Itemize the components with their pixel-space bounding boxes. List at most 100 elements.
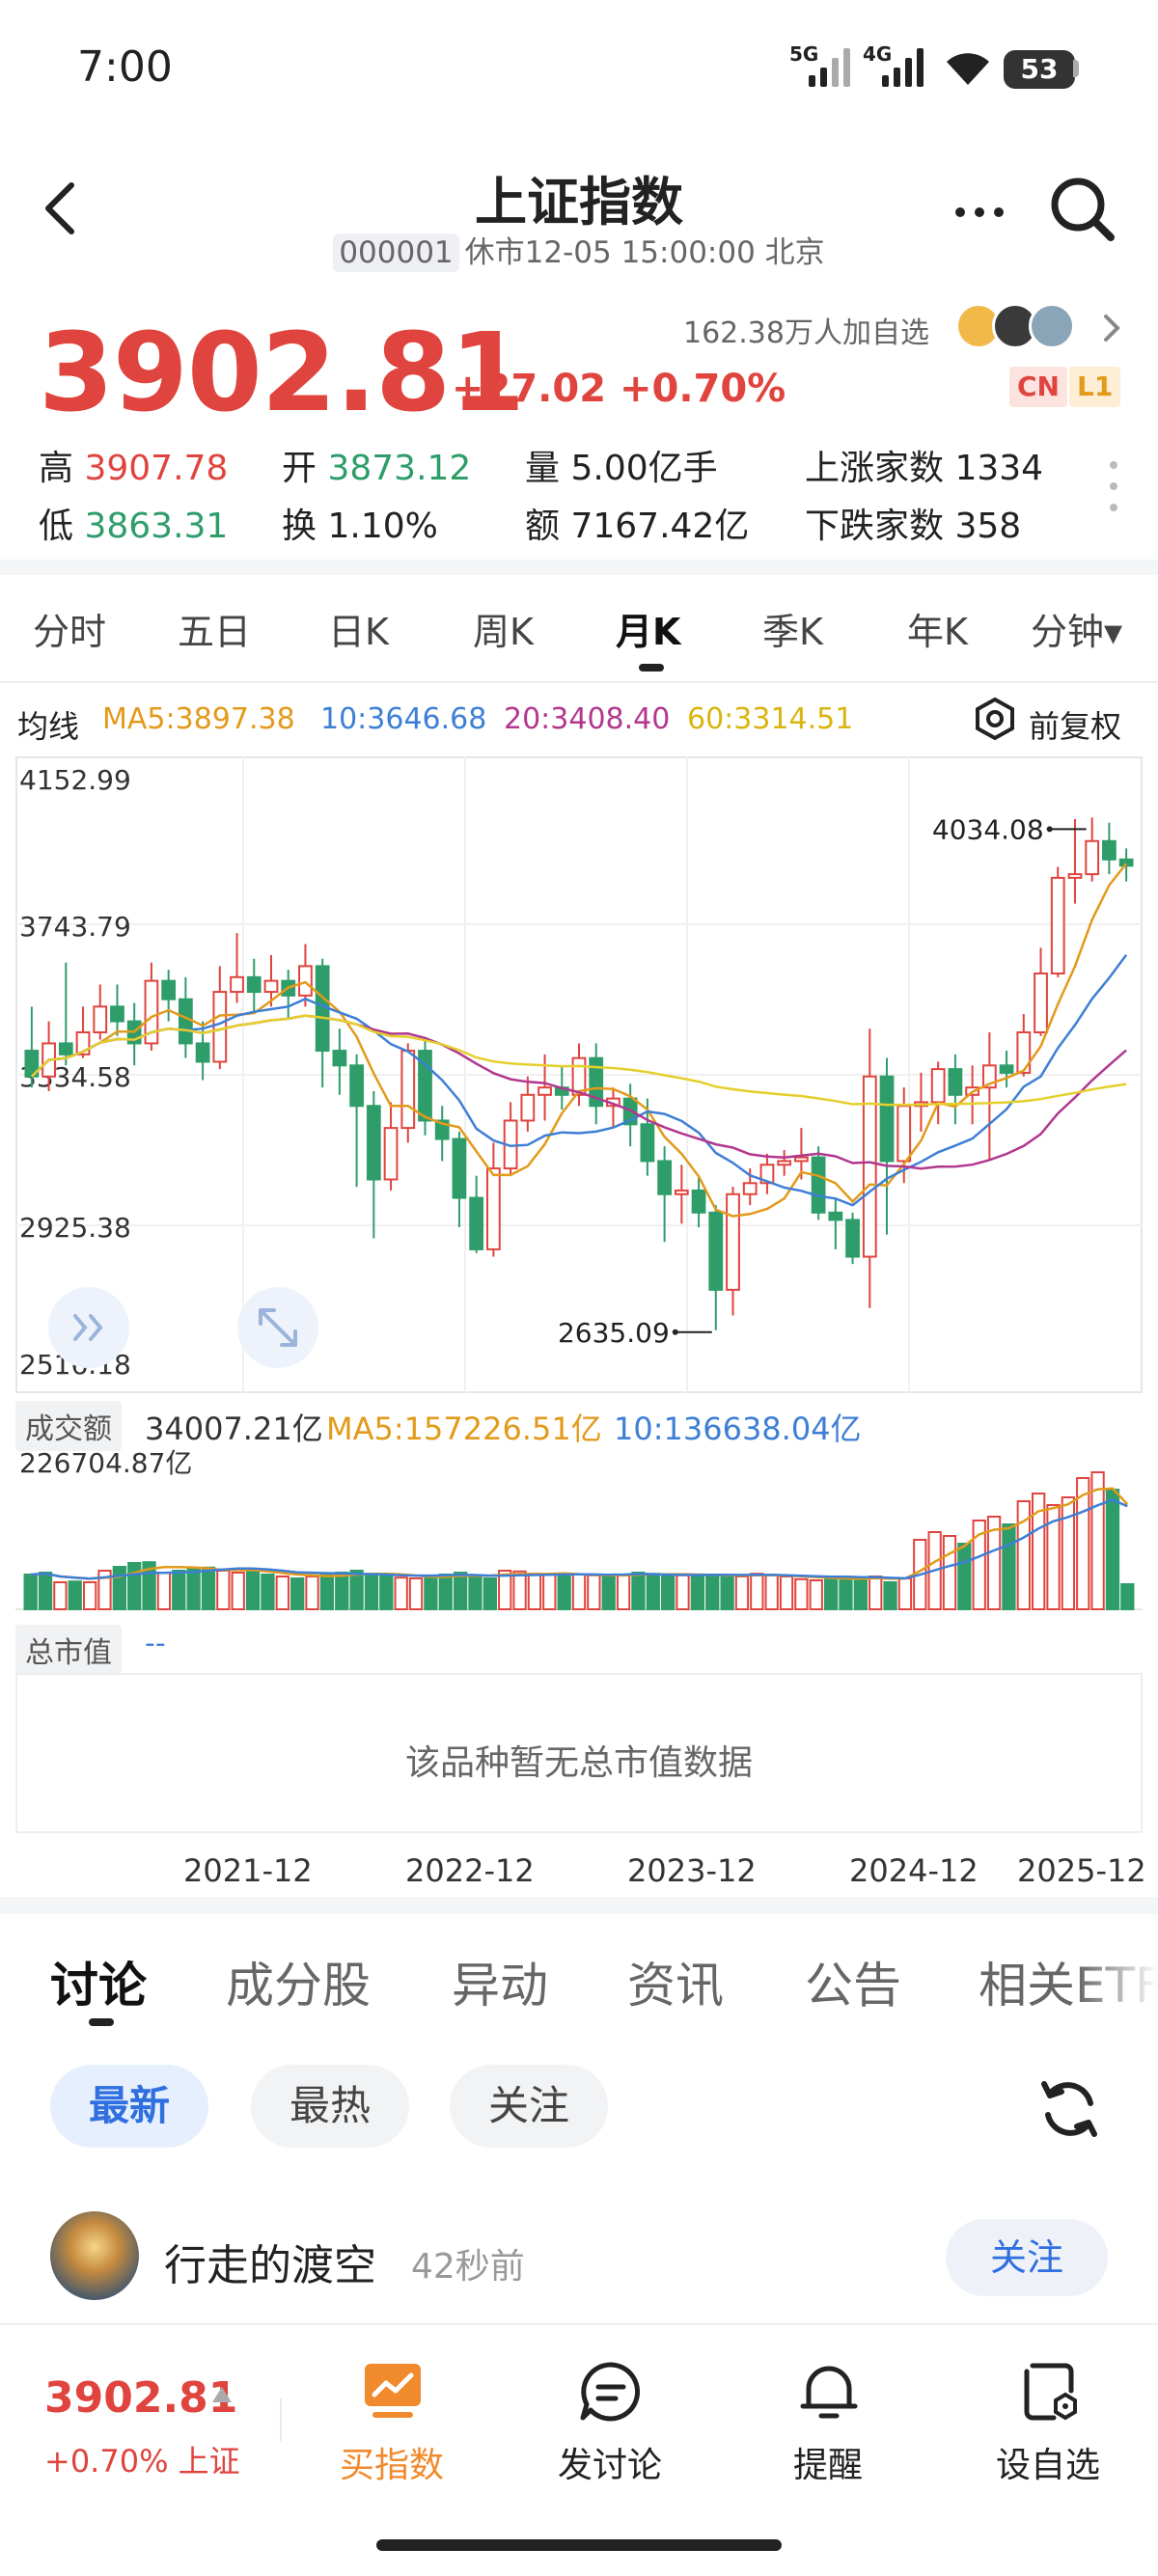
volume-bar — [245, 1570, 261, 1610]
volume-bar — [1032, 1493, 1046, 1610]
nav-post-discussion[interactable]: 发讨论 — [557, 2446, 662, 2485]
nav-buy-index[interactable]: 买指数 — [339, 2446, 444, 2485]
candle — [999, 1064, 1014, 1074]
volume-bar — [1090, 1471, 1105, 1610]
tab-monthly-k[interactable]: 月K — [616, 611, 681, 653]
tab-quarterly-k[interactable]: 季K — [762, 611, 823, 653]
settings-hex-icon[interactable] — [973, 697, 1017, 741]
volume-bar — [527, 1573, 542, 1610]
stat-turnover: 换 1.10% — [282, 507, 438, 546]
nav-add-watchlist[interactable]: 设自选 — [995, 2446, 1100, 2485]
chat-bubble-icon[interactable] — [577, 2360, 645, 2424]
avatar[interactable] — [50, 2211, 139, 2300]
candlestick-chart[interactable]: 4152.993743.793334.582925.382516.184034.… — [15, 756, 1143, 1393]
refresh-icon[interactable] — [1034, 2074, 1104, 2144]
volume-bar — [1046, 1504, 1061, 1610]
candle — [1067, 873, 1083, 879]
volume-bar — [972, 1520, 986, 1610]
candle — [195, 1042, 210, 1063]
signal-5g-icon: 5G — [789, 42, 850, 87]
volume-bar — [216, 1570, 231, 1610]
filter-hot[interactable]: 最热 — [251, 2065, 410, 2148]
tab-yearly-k[interactable]: 年K — [907, 611, 968, 653]
volume-bar — [1105, 1489, 1120, 1610]
follower-count[interactable]: 162.38万人加自选 — [683, 316, 929, 350]
candle — [230, 975, 244, 994]
tab-minute[interactable]: 分钟▾ — [1031, 611, 1123, 653]
volume-bar — [127, 1562, 142, 1610]
search-icon[interactable] — [1047, 174, 1117, 243]
tab-intraday[interactable]: 分时 — [33, 611, 107, 653]
volume-bar — [424, 1576, 438, 1610]
follow-button[interactable]: 关注 — [946, 2219, 1108, 2296]
volume-ma10: 10:136638.04亿 — [614, 1411, 862, 1447]
up-arrow-icon[interactable] — [212, 2387, 232, 2402]
volume-bar — [587, 1574, 601, 1611]
volume-bar — [112, 1566, 126, 1610]
volume-bar — [557, 1576, 571, 1610]
candle — [538, 1086, 552, 1096]
expand-left-button[interactable] — [48, 1287, 129, 1368]
volume-bar — [23, 1574, 38, 1610]
stats-expand-icon[interactable] — [1108, 461, 1119, 519]
tab-related-etf[interactable]: 相关ETF — [979, 1958, 1158, 2014]
volume-bar — [186, 1568, 201, 1610]
volume-bar — [438, 1574, 453, 1610]
candle — [691, 1189, 706, 1214]
volume-chart[interactable]: 226704.87亿 — [15, 1443, 1143, 1611]
add-watchlist-icon[interactable] — [1015, 2360, 1083, 2424]
volume-bar — [364, 1574, 379, 1610]
volume-current: 34007.21亿 — [145, 1411, 323, 1447]
volume-bar — [853, 1577, 868, 1610]
volume-bar — [1120, 1583, 1135, 1610]
candle — [862, 1075, 877, 1258]
back-arrow-icon[interactable] — [37, 179, 85, 237]
section-divider — [0, 1897, 1158, 1914]
index-price: 3902.81 — [39, 311, 525, 436]
stock-code: 000001 — [333, 233, 459, 272]
more-icon[interactable] — [951, 193, 1008, 232]
volume-bar — [868, 1576, 883, 1610]
tab-announcements[interactable]: 公告 — [805, 1958, 901, 2014]
volume-bar — [571, 1574, 587, 1610]
ma10-value: 10:3646.68 — [320, 702, 487, 736]
bell-icon[interactable] — [795, 2360, 863, 2424]
cn-badge: CN — [1009, 367, 1067, 407]
candle — [657, 1160, 672, 1195]
tab-movements[interactable]: 异动 — [452, 1958, 548, 2014]
candle — [263, 979, 279, 994]
tab-weekly-k[interactable]: 周K — [473, 611, 534, 653]
candle — [93, 1005, 108, 1034]
tab-news[interactable]: 资讯 — [627, 1958, 724, 2014]
candle — [349, 1064, 364, 1108]
follower-avatars[interactable] — [955, 303, 1085, 349]
candle — [742, 1182, 758, 1195]
post-username[interactable]: 行走的渡空 — [164, 2241, 376, 2290]
volume-max-label: 226704.87亿 — [19, 1447, 192, 1479]
tab-5day[interactable]: 五日 — [178, 611, 252, 653]
home-indicator[interactable] — [376, 2539, 782, 2551]
chevron-right-icon[interactable] — [1098, 309, 1125, 347]
candle — [400, 1050, 416, 1130]
y-axis-label: 2925.38 — [19, 1212, 131, 1244]
volume-bar — [512, 1570, 527, 1611]
volume-bar — [290, 1577, 305, 1610]
volume-ma10-line — [30, 1498, 1128, 1580]
volume-bar — [1061, 1496, 1076, 1610]
nav-alert[interactable]: 提醒 — [792, 2446, 863, 2485]
tab-discussion[interactable]: 讨论 — [50, 1958, 147, 2014]
candle — [298, 965, 313, 997]
candle — [811, 1156, 826, 1214]
adjust-mode[interactable]: 前复权 — [1029, 708, 1122, 745]
volume-bar — [453, 1572, 468, 1610]
candle — [58, 1042, 73, 1055]
candle — [1102, 839, 1117, 861]
volume-bar — [231, 1572, 245, 1610]
candle — [212, 991, 228, 1063]
tab-divider — [0, 681, 1158, 683]
tab-constituents[interactable]: 成分股 — [226, 1958, 371, 2014]
trend-chart-icon[interactable] — [359, 2360, 427, 2424]
filter-latest[interactable]: 最新 — [50, 2065, 209, 2148]
filter-following[interactable]: 关注 — [450, 2065, 609, 2148]
tab-daily-k[interactable]: 日K — [328, 611, 389, 653]
